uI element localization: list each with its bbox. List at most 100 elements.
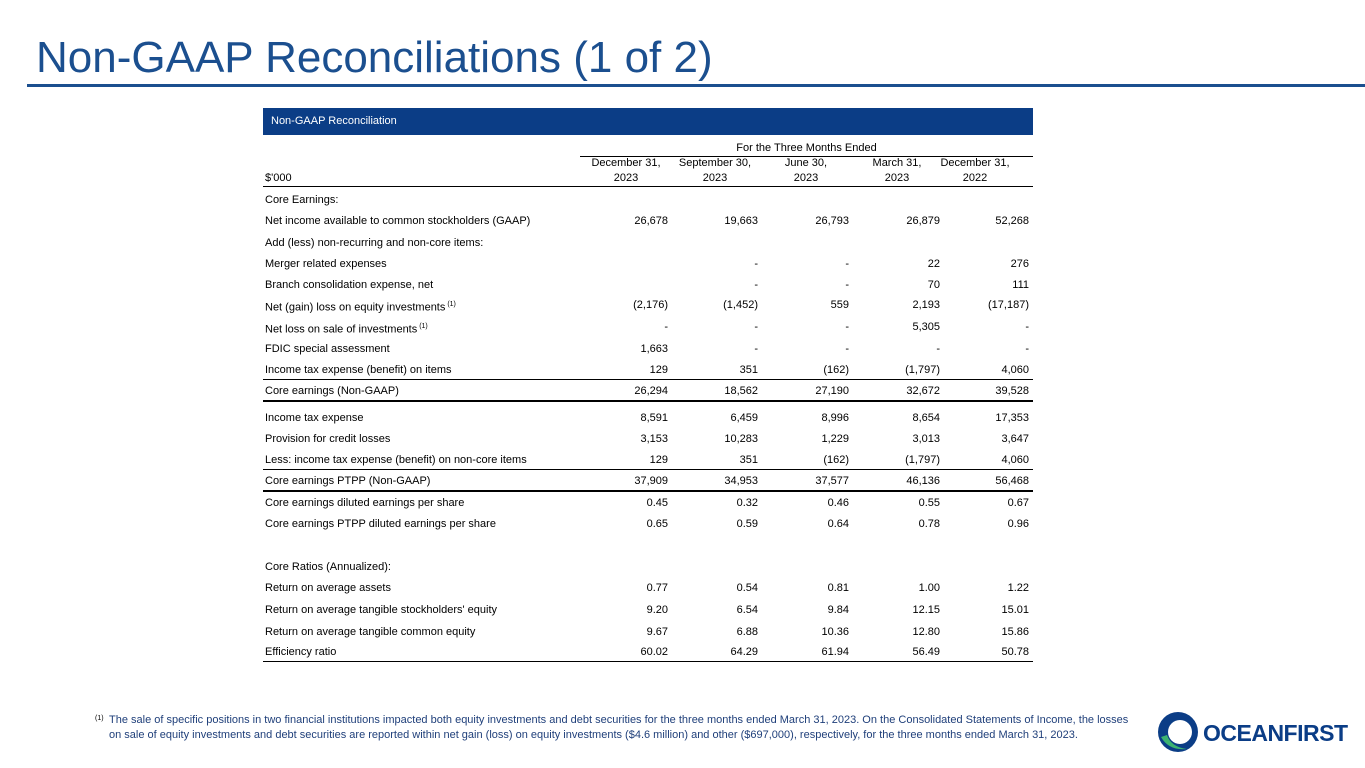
cell-value: (17,187)	[988, 299, 1029, 311]
cell-value: -	[1025, 321, 1029, 333]
row-rule	[263, 400, 1033, 402]
cell-value: 50.78	[1001, 646, 1029, 658]
cell-value: 9.84	[827, 604, 849, 616]
cell-value: 37,909	[634, 475, 668, 487]
period-label: For the Three Months Ended	[736, 142, 877, 154]
cell-value: 10,283	[724, 433, 758, 445]
cell-value: 26,294	[634, 385, 668, 397]
cell-value: (162)	[823, 454, 849, 466]
cell-value: 12.15	[912, 604, 940, 616]
cell-value: 0.77	[646, 582, 668, 594]
header-rule	[263, 186, 1033, 187]
cell-value: 6.54	[736, 604, 758, 616]
cell-value: 3,153	[640, 433, 668, 445]
column-header: September 30,	[678, 157, 752, 169]
cell-value: 111	[1012, 279, 1029, 291]
cell-value: 39,528	[995, 385, 1029, 397]
cell-value: 15.01	[1001, 604, 1029, 616]
cell-value: 0.96	[1007, 518, 1029, 530]
cell-value: 46,136	[906, 475, 940, 487]
footnote-text: The sale of specific positions in two fi…	[109, 714, 1129, 741]
cell-value: -	[845, 321, 849, 333]
cell-value: 6,459	[730, 412, 758, 424]
row-label: Net (gain) loss on equity investments (1…	[265, 301, 456, 314]
cell-value: (1,797)	[905, 364, 940, 376]
cell-value: 9.20	[646, 604, 668, 616]
logo-text: OCEANFIRST	[1203, 720, 1348, 746]
cell-value: 70	[927, 279, 940, 291]
period-rule	[580, 156, 1033, 157]
cell-value: 0.59	[736, 518, 758, 530]
cell-value: 32,672	[906, 385, 940, 397]
row-label: Core earnings (Non-GAAP)	[265, 385, 399, 397]
row-label: Add (less) non-recurring and non-core it…	[265, 237, 484, 249]
cell-value: 19,663	[724, 215, 758, 227]
row-label: Income tax expense (benefit) on items	[265, 364, 452, 376]
cell-value: 1.00	[918, 582, 940, 594]
row-label: Income tax expense	[265, 412, 364, 424]
cell-value: 0.54	[736, 582, 758, 594]
cell-value: 22	[927, 258, 940, 270]
cell-value: (1,797)	[905, 454, 940, 466]
cell-value: 37,577	[815, 475, 849, 487]
cell-value: 129	[649, 364, 668, 376]
row-label: FDIC special assessment	[265, 343, 390, 355]
cell-value: 1.22	[1007, 582, 1029, 594]
cell-value: 12.80	[912, 626, 940, 638]
cell-value: (2,176)	[633, 299, 668, 311]
cell-value: -	[754, 279, 758, 291]
footnote-marker: (1)	[95, 715, 104, 722]
unit-label: $'000	[265, 172, 292, 184]
cell-value: 5,305	[912, 321, 940, 333]
column-header: March 31,	[872, 157, 922, 169]
cell-value: 1,663	[640, 343, 668, 355]
row-label: Core earnings PTPP (Non-GAAP)	[265, 475, 431, 487]
cell-value: 18,562	[724, 385, 758, 397]
cell-value: (162)	[823, 364, 849, 376]
cell-value: 6.88	[736, 626, 758, 638]
cell-value: 0.45	[646, 497, 668, 509]
table-title: Non-GAAP Reconciliation	[263, 108, 1033, 135]
cell-value: 351	[739, 364, 758, 376]
cell-value: 17,353	[995, 412, 1029, 424]
row-rule	[263, 490, 1033, 492]
cell-value: -	[845, 279, 849, 291]
cell-value: -	[754, 321, 758, 333]
cell-value: 8,654	[912, 412, 940, 424]
cell-value: 52,268	[995, 215, 1029, 227]
row-label: Core earnings PTPP diluted earnings per …	[265, 518, 496, 530]
row-label: Net loss on sale of investments (1)	[265, 323, 428, 336]
row-label: Less: income tax expense (benefit) on no…	[265, 454, 527, 466]
cell-value: 26,879	[906, 215, 940, 227]
cell-value: -	[754, 343, 758, 355]
cell-value: -	[1025, 343, 1029, 355]
cell-value: 276	[1010, 258, 1029, 270]
row-label: Return on average tangible stockholders'…	[265, 604, 498, 616]
row-label: Branch consolidation expense, net	[265, 279, 434, 291]
row-rule	[263, 469, 1033, 470]
cell-value: 4,060	[1001, 454, 1029, 466]
cell-value: 0.46	[827, 497, 849, 509]
cell-value: 559	[830, 299, 849, 311]
cell-value: 34,953	[724, 475, 758, 487]
cell-value: 4,060	[1001, 364, 1029, 376]
cell-value: (1,452)	[723, 299, 758, 311]
cell-value: 351	[739, 454, 758, 466]
cell-value: -	[845, 343, 849, 355]
cell-value: 0.55	[918, 497, 940, 509]
slide-title: Non-GAAP Reconciliations (1 of 2)	[36, 33, 713, 82]
cell-value: 26,793	[815, 215, 849, 227]
row-label: Core Ratios (Annualized):	[265, 561, 391, 573]
cell-value: 129	[649, 454, 668, 466]
row-label: Return on average tangible common equity	[265, 626, 476, 638]
note-marker: (1)	[445, 301, 456, 308]
column-header: 2023	[613, 172, 639, 184]
column-header: 2023	[884, 172, 910, 184]
column-header: 2023	[793, 172, 819, 184]
cell-value: 0.67	[1007, 497, 1029, 509]
cell-value: 60.02	[640, 646, 668, 658]
row-label: Core Earnings:	[265, 194, 339, 206]
cell-value: -	[936, 343, 940, 355]
cell-value: 15.86	[1001, 626, 1029, 638]
title-rule	[27, 84, 1365, 87]
